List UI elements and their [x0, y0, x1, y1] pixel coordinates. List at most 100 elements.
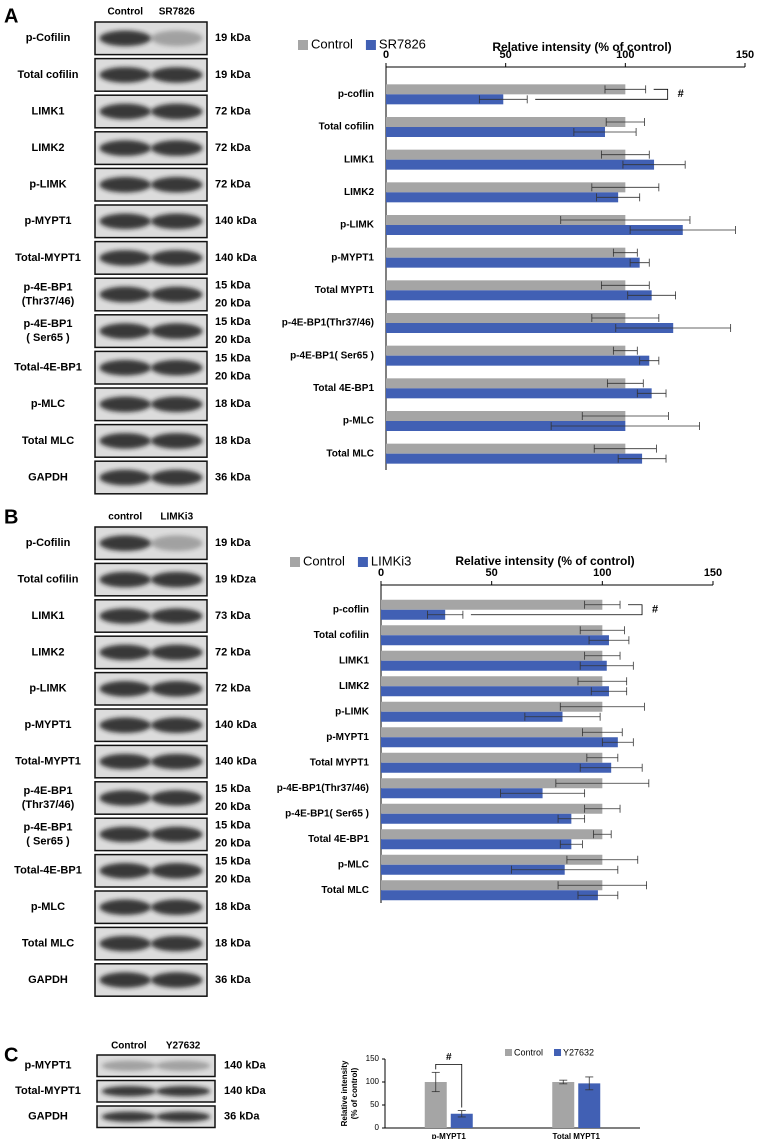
category-label: p-MYPT1: [326, 732, 369, 743]
legend-swatch: [365, 40, 376, 50]
bar: [381, 660, 607, 671]
blot-band: [151, 608, 203, 624]
category-label: p-4E-BP1( Ser65 ): [290, 350, 374, 361]
blot-label: GAPDH: [28, 471, 68, 483]
blot-band: [156, 1111, 211, 1122]
blot-label: p-MLC: [31, 901, 65, 913]
category-label: p-coflin: [338, 89, 374, 100]
kda-label: 140 kDa: [215, 252, 257, 264]
blot-band: [99, 286, 151, 303]
kda-label: 20 kDa: [215, 371, 251, 383]
blot-band: [99, 535, 151, 551]
blot-label: LIMK1: [32, 105, 65, 117]
bar: [386, 453, 643, 464]
blot-band: [99, 213, 151, 230]
blot-band: [99, 469, 151, 486]
category-label: p-4E-BP1(Thr37/46): [282, 318, 374, 329]
bar: [381, 778, 603, 789]
bar: [386, 290, 652, 301]
blot-band: [99, 826, 151, 843]
blot-band: [151, 30, 203, 47]
panel-letter: B: [4, 506, 18, 528]
y-tick-label: 50: [370, 1100, 379, 1109]
blot-band: [151, 140, 203, 156]
bar: [381, 727, 603, 738]
kda-label: 18 kDa: [215, 938, 251, 950]
bar: [381, 625, 603, 636]
legend-swatch: [505, 1049, 512, 1056]
blot-label: LIMK1: [32, 610, 65, 622]
kda-label: 140 kDa: [224, 1085, 266, 1097]
bar: [381, 762, 612, 773]
bar: [381, 839, 572, 850]
blot-band: [99, 140, 151, 156]
bar: [381, 880, 603, 891]
kda-label: 15 kDa: [215, 783, 251, 795]
kda-label: 20 kDa: [215, 837, 251, 849]
blot-band: [101, 1111, 156, 1122]
category-label: Total MLC: [326, 448, 374, 459]
bar: [386, 127, 605, 137]
blot-band: [99, 753, 151, 770]
lane-header: LIMKi3: [160, 512, 193, 523]
blot-band: [151, 826, 203, 843]
bar: [381, 864, 565, 875]
blot-band: [99, 717, 151, 733]
blot-band: [151, 213, 203, 230]
blot-band: [151, 972, 203, 988]
category-label: Total MYPT1: [310, 757, 370, 768]
legend-label: Control: [303, 553, 345, 568]
category-label: LIMK1: [339, 655, 369, 666]
kda-label: 36 kDa: [224, 1111, 260, 1123]
blot-band: [151, 899, 203, 915]
category-label: p-LIMK: [340, 220, 375, 231]
blot-band: [151, 717, 203, 733]
kda-label: 18 kDa: [215, 435, 251, 447]
category-label: Total 4E-BP1: [308, 834, 369, 845]
category-label: p-4E-BP1( Ser65 ): [285, 808, 369, 819]
bar: [424, 1082, 447, 1128]
kda-label: 140 kDa: [215, 719, 257, 731]
bar: [386, 84, 626, 95]
lane-header: Control: [111, 1041, 147, 1052]
blot-label: p-LIMK: [29, 179, 66, 191]
blot-label: p-4E-BP1: [24, 281, 73, 293]
significance-bracket: [435, 1063, 463, 1108]
blot-band: [101, 1060, 156, 1071]
bar: [381, 711, 563, 722]
chart-title: Relative intensity (% of control): [492, 40, 671, 54]
bar: [381, 854, 603, 865]
bar: [386, 323, 674, 333]
blot-band: [156, 1086, 211, 1097]
kda-label: 20 kDa: [215, 334, 251, 346]
lane-header: SR7826: [159, 7, 196, 18]
category-label: Total MYPT1: [315, 285, 375, 296]
blot-label: Total-MYPT1: [15, 756, 81, 768]
blot-band: [151, 469, 203, 486]
blot-band: [99, 30, 151, 47]
kda-label: 140 kDa: [224, 1060, 266, 1072]
category-label: p-MLC: [338, 859, 369, 870]
blot-label: Total MLC: [22, 435, 74, 447]
chart-title: Relative intensity (% of control): [455, 554, 634, 568]
y-tick-label: 0: [375, 1123, 380, 1132]
blot-band: [151, 644, 203, 661]
x-tick-label: Total MYPT1: [553, 1132, 601, 1139]
blot-label: p-MYPT1: [24, 719, 71, 731]
blot-label: (Thr37/46): [22, 295, 75, 307]
blot-band: [151, 67, 203, 83]
kda-label: 140 kDa: [215, 215, 257, 227]
bar: [381, 752, 603, 763]
blot-label: ( Ser65 ): [26, 332, 70, 344]
x-tick-label: 100: [616, 49, 634, 61]
blot-band: [99, 176, 151, 193]
kda-label: 36 kDa: [215, 974, 251, 986]
y-tick-label: 150: [366, 1054, 380, 1063]
blot-band: [151, 250, 203, 266]
x-tick-label: 0: [383, 49, 389, 61]
legend-swatch: [554, 1049, 562, 1056]
bar: [386, 313, 626, 323]
blot-label: Total-MYPT1: [15, 1085, 81, 1097]
blot-band: [99, 323, 151, 339]
lane-header: control: [108, 512, 142, 523]
